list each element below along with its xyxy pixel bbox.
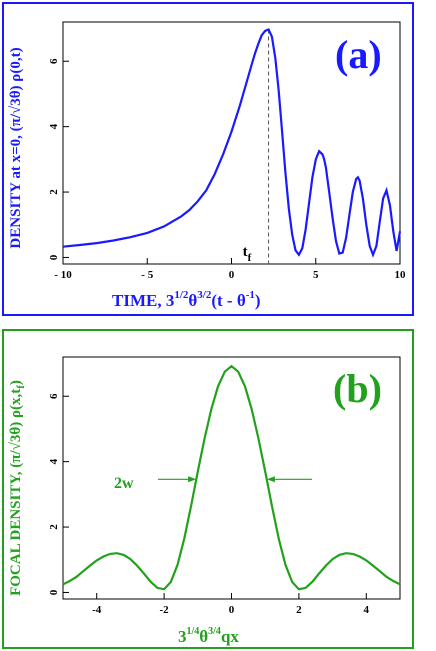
x-tick-label: 0 — [229, 269, 235, 281]
panel-a-density-curve — [62, 28, 402, 258]
panel-a-border — [2, 2, 414, 316]
panel-b-border — [2, 329, 414, 649]
x-tick-label: 4 — [364, 604, 370, 616]
right-arrow-head — [266, 476, 275, 483]
y-tick-label: 4 — [48, 123, 60, 129]
panel-b-label: (b) — [333, 366, 382, 411]
left-arrow-head — [188, 476, 197, 483]
y-tick-label: 0 — [48, 254, 60, 260]
panel-b-ylabel: FOCAL DENSITY, (π/√3θ) ρ(x,tf) — [8, 380, 27, 596]
panel-a-tf-annotation: tf — [243, 244, 252, 264]
y-tick-label: 6 — [48, 58, 60, 64]
x-tick-label: 2 — [296, 604, 302, 616]
y-tick-label: 2 — [48, 524, 60, 530]
y-tick-label: 2 — [48, 189, 60, 195]
panel-b-2w-annotation: 2w — [114, 475, 134, 492]
panel-a-label: (a) — [335, 32, 382, 77]
x-tick-label: - 5 — [141, 269, 153, 281]
x-tick-label: 5 — [313, 269, 319, 281]
y-tick-label: 6 — [48, 393, 60, 399]
x-tick-label: - 10 — [54, 269, 72, 281]
panel-a-xlabel: TIME, 31/2θ3/2(t - θ-1) — [112, 289, 261, 310]
panel-b-xlabel: 31/4θ3/4qx — [178, 626, 239, 646]
panel-a: - 10 - 5 0 5 10 0 2 4 6 (a) tf DENSITY at x=0, … — [2, 2, 414, 316]
panel-b-density-curve — [62, 364, 401, 591]
panel-b: -4 -2 0 2 4 0 2 4 6 (b) 2w FOCAL DENSITY, (π/√3… — [2, 329, 414, 649]
panel-a-ylabel: DENSITY at x=0, (π/√3θ) ρ(0,t) — [8, 47, 24, 248]
panel-b-width-arrows — [158, 476, 312, 483]
y-tick-label: 4 — [48, 458, 60, 464]
x-tick-label: 10 — [395, 269, 407, 281]
y-tick-label: 0 — [48, 589, 60, 595]
x-tick-label: -4 — [92, 604, 102, 616]
x-tick-label: 0 — [229, 604, 235, 616]
x-tick-label: -2 — [160, 604, 170, 616]
